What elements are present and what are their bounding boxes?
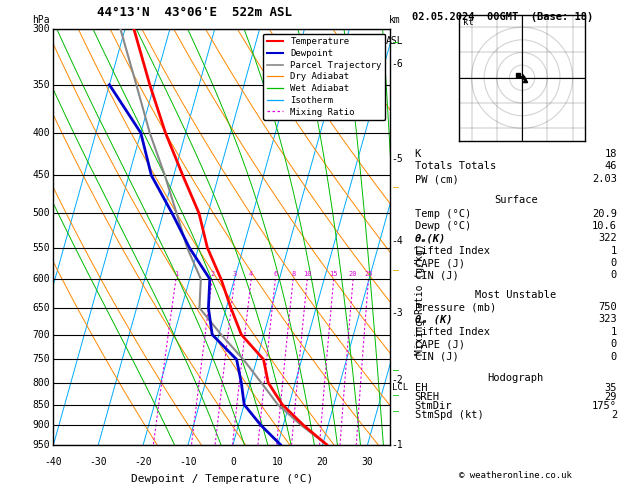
Text: 4: 4 bbox=[249, 271, 253, 277]
Text: —: — bbox=[393, 390, 399, 400]
Text: 950: 950 bbox=[33, 440, 50, 450]
Text: 02.05.2024  00GMT  (Base: 18): 02.05.2024 00GMT (Base: 18) bbox=[412, 12, 593, 22]
Text: 1: 1 bbox=[611, 327, 617, 337]
Text: 350: 350 bbox=[33, 80, 50, 90]
Text: 323: 323 bbox=[598, 314, 617, 325]
Text: 300: 300 bbox=[33, 24, 50, 34]
Text: θₑ(K): θₑ(K) bbox=[415, 233, 446, 243]
Text: —: — bbox=[393, 265, 399, 275]
Text: 0: 0 bbox=[611, 352, 617, 362]
Text: 0: 0 bbox=[611, 270, 617, 280]
Text: 850: 850 bbox=[33, 399, 50, 410]
Text: km: km bbox=[389, 15, 401, 25]
Text: —: — bbox=[393, 182, 399, 192]
Text: 8: 8 bbox=[291, 271, 295, 277]
Text: 700: 700 bbox=[33, 330, 50, 340]
Text: 44°13'N  43°06'E  522m ASL: 44°13'N 43°06'E 522m ASL bbox=[97, 6, 292, 19]
Text: ASL: ASL bbox=[386, 36, 404, 46]
Text: 20: 20 bbox=[349, 271, 357, 277]
Text: 6: 6 bbox=[273, 271, 277, 277]
Text: 1: 1 bbox=[174, 271, 178, 277]
Text: -30: -30 bbox=[89, 457, 107, 467]
Text: StmSpd (kt): StmSpd (kt) bbox=[415, 410, 483, 420]
Text: 25: 25 bbox=[364, 271, 373, 277]
Text: -10: -10 bbox=[179, 457, 197, 467]
Text: CIN (J): CIN (J) bbox=[415, 352, 459, 362]
Text: Most Unstable: Most Unstable bbox=[475, 290, 557, 300]
Text: 600: 600 bbox=[33, 274, 50, 284]
Text: hPa: hPa bbox=[33, 15, 50, 25]
Text: 450: 450 bbox=[33, 170, 50, 180]
Text: 10: 10 bbox=[272, 457, 284, 467]
Text: 2: 2 bbox=[210, 271, 214, 277]
Text: Temp (°C): Temp (°C) bbox=[415, 209, 470, 219]
Text: 800: 800 bbox=[33, 378, 50, 388]
Text: 0: 0 bbox=[611, 258, 617, 268]
Text: K: K bbox=[415, 149, 421, 158]
Text: Hodograph: Hodograph bbox=[487, 373, 544, 383]
Text: 15: 15 bbox=[330, 271, 338, 277]
Text: —: — bbox=[393, 406, 399, 417]
Text: StmDir: StmDir bbox=[415, 401, 452, 411]
Text: —: — bbox=[393, 36, 399, 47]
Text: Lifted Index: Lifted Index bbox=[415, 246, 489, 256]
Text: CAPE (J): CAPE (J) bbox=[415, 258, 464, 268]
Text: 35: 35 bbox=[604, 383, 617, 393]
Text: 2: 2 bbox=[611, 410, 617, 420]
Text: 550: 550 bbox=[33, 243, 50, 253]
Text: 650: 650 bbox=[33, 303, 50, 313]
Text: 29: 29 bbox=[604, 392, 617, 402]
Text: Lifted Index: Lifted Index bbox=[415, 327, 489, 337]
Text: -4: -4 bbox=[392, 236, 403, 246]
Text: EH: EH bbox=[415, 383, 427, 393]
Text: 0: 0 bbox=[611, 339, 617, 349]
Text: CIN (J): CIN (J) bbox=[415, 270, 459, 280]
Text: 175°: 175° bbox=[592, 401, 617, 411]
Text: 10.6: 10.6 bbox=[592, 221, 617, 231]
Text: Mixing Ratio (g/kg): Mixing Ratio (g/kg) bbox=[415, 243, 425, 355]
Text: 3: 3 bbox=[233, 271, 237, 277]
Text: -2: -2 bbox=[392, 376, 403, 385]
Text: 10: 10 bbox=[303, 271, 311, 277]
Text: 1: 1 bbox=[611, 246, 617, 256]
Text: kt: kt bbox=[463, 17, 474, 27]
Text: -5: -5 bbox=[392, 154, 403, 164]
Text: 750: 750 bbox=[33, 354, 50, 364]
Text: 20.9: 20.9 bbox=[592, 209, 617, 219]
Legend: Temperature, Dewpoint, Parcel Trajectory, Dry Adiabat, Wet Adiabat, Isotherm, Mi: Temperature, Dewpoint, Parcel Trajectory… bbox=[264, 34, 386, 120]
Text: 30: 30 bbox=[362, 457, 374, 467]
Text: Surface: Surface bbox=[494, 194, 538, 205]
Text: θₑ (K): θₑ (K) bbox=[415, 314, 452, 325]
Text: SREH: SREH bbox=[415, 392, 440, 402]
Text: -6: -6 bbox=[392, 58, 403, 69]
Text: —: — bbox=[393, 365, 399, 375]
Text: 0: 0 bbox=[230, 457, 236, 467]
Text: PW (cm): PW (cm) bbox=[415, 174, 459, 184]
Text: 322: 322 bbox=[598, 233, 617, 243]
Text: 2.03: 2.03 bbox=[592, 174, 617, 184]
Text: 18: 18 bbox=[604, 149, 617, 158]
Text: -1: -1 bbox=[392, 440, 403, 450]
Text: Totals Totals: Totals Totals bbox=[415, 161, 496, 172]
Text: 500: 500 bbox=[33, 208, 50, 218]
Text: CAPE (J): CAPE (J) bbox=[415, 339, 464, 349]
Text: 750: 750 bbox=[598, 302, 617, 312]
Text: Pressure (mb): Pressure (mb) bbox=[415, 302, 496, 312]
Text: -3: -3 bbox=[392, 309, 403, 318]
Text: -20: -20 bbox=[135, 457, 152, 467]
Text: -40: -40 bbox=[45, 457, 62, 467]
Text: 46: 46 bbox=[604, 161, 617, 172]
Text: 400: 400 bbox=[33, 128, 50, 138]
Text: © weatheronline.co.uk: © weatheronline.co.uk bbox=[459, 471, 572, 480]
Text: 20: 20 bbox=[317, 457, 328, 467]
Text: Dewpoint / Temperature (°C): Dewpoint / Temperature (°C) bbox=[131, 474, 313, 484]
Text: 900: 900 bbox=[33, 420, 50, 430]
Text: Dewp (°C): Dewp (°C) bbox=[415, 221, 470, 231]
Text: LCL: LCL bbox=[392, 382, 408, 392]
